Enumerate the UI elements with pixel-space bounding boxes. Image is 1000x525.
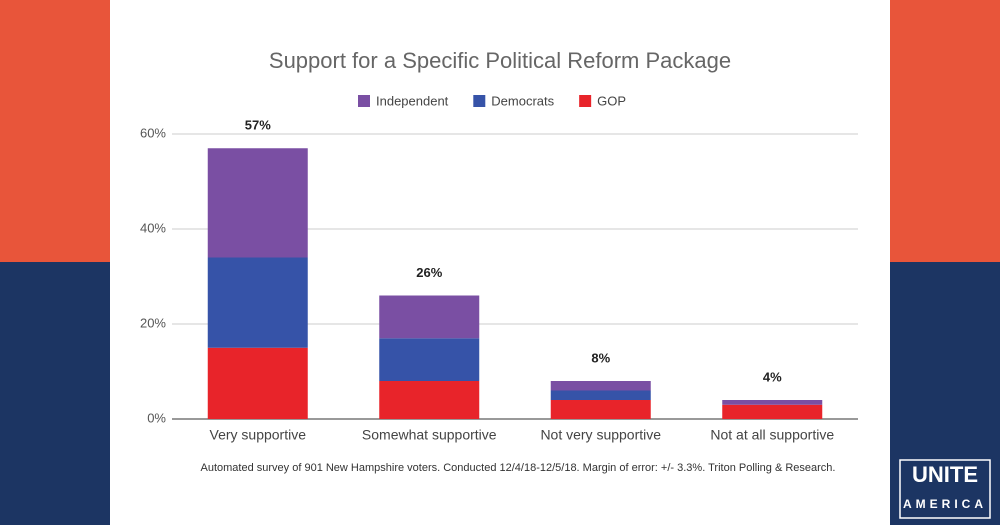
bar-segment [207,347,308,419]
total-label: 8% [591,350,610,365]
bar-segment [379,381,480,419]
total-label: 57% [245,118,271,133]
bar-segment [207,148,308,258]
bg-right-top [890,0,1000,262]
bar-segment [722,404,823,419]
legend-label: Independent [376,93,449,108]
note: Automated survey of 901 New Hampshire vo… [201,462,836,474]
total-label: 26% [416,265,442,280]
x-tick-label: Not at all supportive [710,427,834,443]
logo-text: UNITE [912,462,978,487]
x-tick-label: Somewhat supportive [362,427,497,443]
bar-segment [379,295,480,339]
legend-label: Democrats [491,93,554,108]
y-tick-label: 20% [140,315,166,330]
bar-segment [550,400,651,419]
bg-left-bottom [0,262,110,525]
legend-label: GOP [597,93,626,108]
chart-title: Support for a Specific Political Reform … [269,48,731,73]
bar-segment [550,381,651,391]
bg-right-bottom [890,262,1000,525]
legend-swatch [358,95,370,107]
logo-box [899,459,991,519]
legend-swatch [473,95,486,107]
logo-subtext: AMERICA [903,497,987,511]
x-tick-label: Very supportive [210,427,307,443]
bar-segment [550,390,651,400]
y-tick-label: 0% [147,410,166,425]
total-label: 4% [763,369,782,384]
legend-swatch [579,95,592,107]
bar-segment [722,400,823,405]
y-tick-label: 60% [140,125,166,140]
bg-left-top [0,0,110,262]
bar-segment [207,257,308,348]
x-tick-label: Not very supportive [540,427,661,443]
y-tick-label: 40% [140,220,166,235]
bar-segment [379,338,480,381]
